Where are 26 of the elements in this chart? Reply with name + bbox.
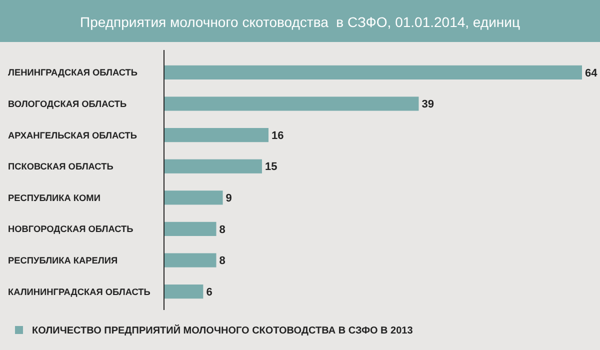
data-label: 16 xyxy=(272,130,284,142)
y-tick-label: РЕСПУБЛИКА КОМИ xyxy=(8,192,100,203)
legend-label: КОЛИЧЕСТВО ПРЕДПРИЯТИЙ МОЛОЧНОГО СКОТОВОДСТВА В СЗФО В 2013 xyxy=(32,324,414,336)
y-tick-label: АРХАНГЕЛЬСКАЯ ОБЛАСТЬ xyxy=(8,130,138,140)
bar xyxy=(164,96,419,111)
y-tick-label: НОВГОРОДСКАЯ ОБЛАСТЬ xyxy=(8,224,134,234)
bar xyxy=(164,159,262,174)
y-tick-label: КАЛИНИНГРАДСКАЯ ОБЛАСТЬ xyxy=(8,286,151,297)
bar xyxy=(164,65,582,80)
y-tick-label: РЕСПУБЛИКА КАРЕЛИЯ xyxy=(8,255,118,266)
data-label: 8 xyxy=(219,255,226,268)
data-label: 15 xyxy=(264,161,278,174)
data-label: 39 xyxy=(422,98,434,111)
bar xyxy=(164,253,216,268)
y-tick-label: ЛЕНИНГРАДСКАЯ ОБЛАСТЬ xyxy=(8,68,138,78)
bar xyxy=(164,222,216,236)
y-tick-label: ПСКОВСКАЯ ОБЛАСТЬ xyxy=(8,162,114,172)
data-label: 8 xyxy=(219,224,226,236)
chart-title: Предприятия молочного скотоводства в СЗФО, 01.01.2014, единиц xyxy=(80,14,520,30)
data-label: 6 xyxy=(206,286,212,298)
bar xyxy=(164,128,268,142)
data-label: 9 xyxy=(226,192,232,204)
bar xyxy=(164,190,223,205)
data-label: 64 xyxy=(585,67,598,80)
bar xyxy=(164,284,204,299)
y-tick-label: ВОЛОГОДСКАЯ ОБЛАСТЬ xyxy=(8,98,127,109)
